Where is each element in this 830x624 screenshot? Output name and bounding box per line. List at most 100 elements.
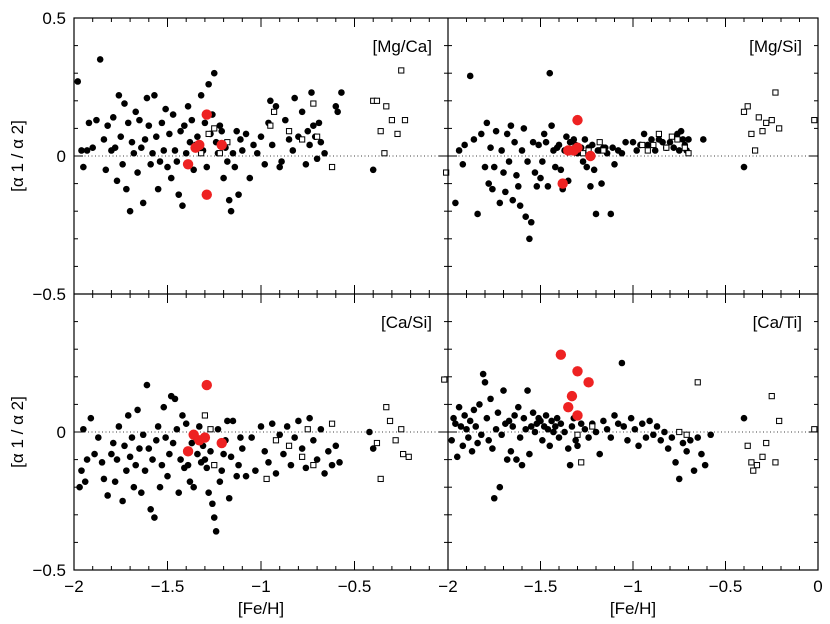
data-point-square bbox=[443, 169, 450, 176]
data-point bbox=[470, 136, 478, 143]
data-point bbox=[659, 138, 666, 146]
data-point bbox=[500, 169, 507, 176]
data-point-square bbox=[207, 426, 214, 433]
data-point-square bbox=[759, 128, 766, 135]
data-point-square bbox=[441, 376, 448, 383]
data-point bbox=[310, 122, 317, 129]
data-point bbox=[321, 470, 328, 477]
data-point bbox=[328, 461, 336, 469]
panel-1: [Mg/Ca] bbox=[73, 17, 450, 295]
data-point bbox=[624, 436, 631, 444]
data-point bbox=[149, 456, 156, 463]
data-point bbox=[476, 401, 483, 408]
data-point bbox=[235, 191, 242, 198]
data-point bbox=[561, 428, 568, 436]
series-large-red-circle bbox=[555, 349, 594, 421]
data-point-highlight bbox=[194, 139, 205, 151]
data-point bbox=[295, 417, 302, 425]
data-point bbox=[459, 442, 467, 450]
data-point bbox=[154, 185, 162, 193]
data-point bbox=[492, 127, 500, 135]
data-point bbox=[104, 122, 111, 129]
data-point bbox=[524, 387, 531, 394]
data-point bbox=[225, 196, 233, 204]
data-point bbox=[507, 448, 515, 455]
panel-title: [Ca/Si] bbox=[381, 313, 432, 332]
data-point bbox=[550, 428, 557, 436]
axes-text: 0.50−0.50−0.5−2 −1.5 −1 −0.5 −2 −1.5 −1 −0.5 0[F… bbox=[8, 9, 823, 618]
data-point bbox=[224, 417, 231, 425]
data-point bbox=[201, 119, 209, 127]
data-point bbox=[171, 147, 179, 154]
data-point bbox=[481, 379, 489, 386]
data-point bbox=[177, 456, 184, 463]
data-point bbox=[527, 218, 535, 226]
data-point bbox=[740, 414, 748, 422]
series-filled-circle bbox=[452, 69, 748, 243]
data-point bbox=[570, 136, 578, 143]
data-point bbox=[511, 412, 518, 419]
data-point bbox=[152, 133, 160, 140]
y-tick-label: 0 bbox=[57, 147, 66, 166]
data-point bbox=[214, 425, 222, 433]
data-point bbox=[537, 174, 544, 182]
data-point bbox=[527, 423, 535, 430]
data-point bbox=[651, 147, 659, 154]
data-point-square bbox=[776, 417, 783, 425]
data-point bbox=[515, 183, 522, 190]
data-point bbox=[276, 431, 284, 439]
data-point bbox=[513, 172, 520, 179]
data-point bbox=[233, 127, 240, 135]
data-point bbox=[280, 450, 287, 458]
data-point-square bbox=[589, 423, 596, 430]
data-point bbox=[272, 103, 280, 110]
data-point bbox=[164, 163, 171, 171]
data-point-highlight bbox=[557, 178, 568, 189]
data-point bbox=[210, 514, 218, 521]
data-point bbox=[218, 127, 226, 135]
data-point-square bbox=[373, 439, 381, 447]
data-point bbox=[248, 434, 255, 441]
data-point bbox=[620, 423, 628, 430]
data-point bbox=[509, 196, 517, 204]
data-point bbox=[592, 428, 600, 436]
data-point bbox=[216, 478, 224, 485]
data-point-square bbox=[753, 462, 761, 469]
data-point bbox=[629, 138, 637, 146]
data-point bbox=[557, 166, 565, 174]
data-point-highlight bbox=[201, 379, 212, 391]
data-point bbox=[302, 160, 310, 168]
data-point bbox=[531, 169, 539, 176]
data-point bbox=[179, 412, 186, 419]
data-point bbox=[539, 436, 546, 444]
data-point bbox=[513, 456, 520, 463]
data-point bbox=[603, 425, 611, 433]
data-point bbox=[119, 160, 126, 168]
data-point-highlight bbox=[199, 432, 211, 443]
data-point bbox=[121, 100, 128, 107]
data-point bbox=[265, 459, 272, 466]
panel-4: [Ca/Ti] bbox=[447, 293, 819, 571]
data-point bbox=[585, 434, 592, 441]
data-point-square bbox=[201, 412, 209, 419]
data-point-square bbox=[744, 103, 751, 110]
data-point bbox=[141, 136, 149, 143]
data-point bbox=[524, 158, 531, 165]
data-point bbox=[698, 450, 705, 458]
data-point-square bbox=[205, 130, 212, 138]
data-point bbox=[670, 144, 677, 152]
data-point bbox=[553, 414, 561, 422]
data-point bbox=[317, 138, 325, 146]
data-point bbox=[457, 423, 465, 430]
data-point-square bbox=[750, 467, 757, 474]
data-point bbox=[123, 185, 130, 193]
data-point bbox=[675, 475, 683, 483]
data-point-square bbox=[267, 122, 274, 129]
data-point bbox=[642, 434, 650, 441]
data-point bbox=[552, 423, 559, 430]
data-point bbox=[291, 94, 298, 102]
x-axis-label: [Fe/H] bbox=[238, 599, 284, 618]
data-point bbox=[507, 122, 515, 129]
data-point-square bbox=[755, 114, 762, 121]
